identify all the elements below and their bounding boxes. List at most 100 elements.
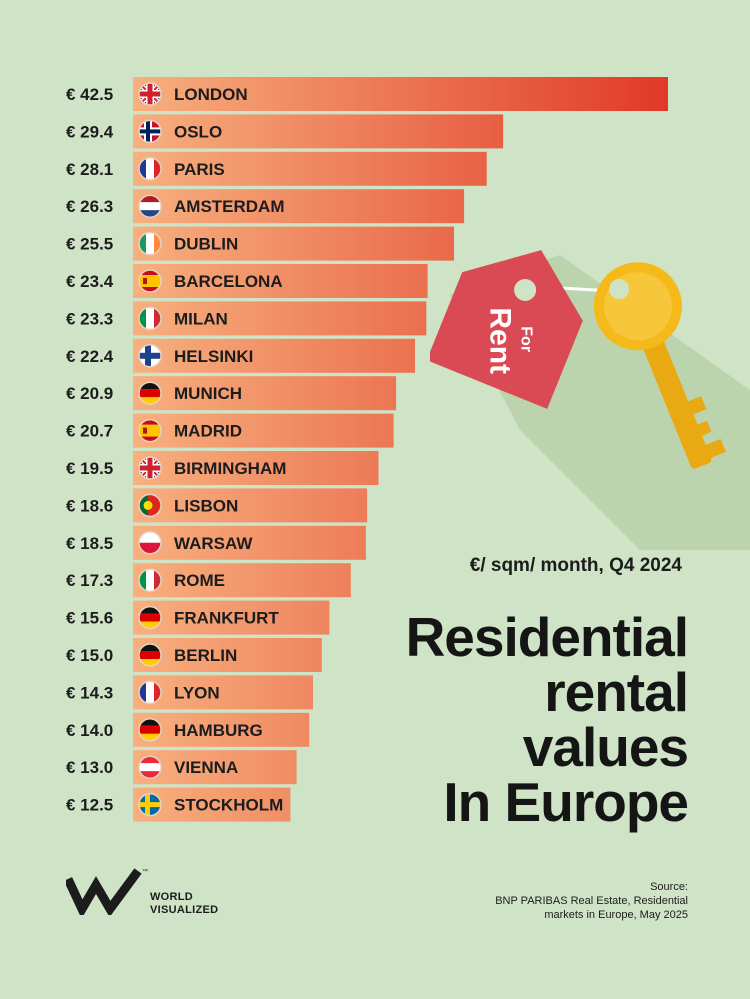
value-label-vienna: € 13.0 (66, 758, 113, 777)
chart-subtitle: €/ sqm/ month, Q4 2024 (469, 555, 682, 576)
italy-flag-icon (138, 568, 162, 592)
value-label-barcelona: € 23.4 (66, 272, 114, 291)
city-label-hamburg: HAMBURG (174, 721, 263, 740)
poland-flag-icon (138, 531, 162, 555)
city-label-warsaw: WARSAW (174, 534, 253, 553)
bar-row-warsaw: € 18.5 WARSAW (66, 525, 366, 560)
france-flag-icon (138, 157, 162, 181)
spain-flag-icon (138, 269, 162, 293)
austria-flag-icon (138, 755, 162, 779)
bar-dublin (133, 226, 454, 261)
bar-birmingham (133, 451, 379, 485)
key-icon (559, 262, 726, 469)
germany-flag-icon (138, 605, 162, 630)
city-label-oslo: OSLO (174, 122, 222, 141)
bar-helsinki (133, 338, 415, 373)
value-label-madrid: € 20.7 (66, 422, 113, 441)
city-label-amsterdam: AMSTERDAM (174, 197, 285, 216)
bar-madrid (133, 413, 394, 448)
house-tag-icon: For Rent (430, 250, 583, 409)
bar-row-milan: € 23.3 MILAN (66, 301, 427, 336)
germany-flag-icon (138, 643, 162, 667)
city-label-rome: ROME (174, 571, 225, 590)
title-line-3: values (522, 716, 689, 778)
value-label-rome: € 17.3 (66, 571, 113, 590)
city-label-dublin: DUBLIN (174, 235, 238, 254)
tag-text-for: For (517, 326, 534, 352)
title-line-1: Residential (405, 606, 689, 668)
city-label-birmingham: BIRMINGHAM (174, 459, 286, 478)
bar-lyon (133, 675, 313, 710)
italy-flag-icon (138, 306, 162, 331)
uk-flag-icon (138, 82, 162, 106)
source-note: Source: BNP PARIBAS Real Estate, Residen… (495, 880, 688, 922)
ireland-flag-icon (138, 231, 162, 256)
city-label-lisbon: LISBON (174, 496, 238, 515)
portugal-flag-icon (138, 493, 162, 518)
france-flag-icon (138, 680, 162, 705)
norway-flag-icon (138, 119, 162, 144)
bar-rome (133, 563, 351, 598)
value-label-warsaw: € 18.5 (66, 534, 113, 553)
city-label-stockholm: STOCKHOLM (174, 796, 283, 815)
bar-row-oslo: € 29.4 OSLO (66, 114, 504, 149)
value-label-hamburg: € 14.0 (66, 721, 113, 740)
bar-london (133, 77, 668, 111)
city-label-lyon: LYON (174, 683, 220, 702)
germany-flag-icon (138, 381, 162, 405)
source-label: Source: (650, 881, 688, 893)
city-label-london: LONDON (174, 85, 248, 104)
logo-wordmark: WORLD VISUALIZED (150, 891, 218, 917)
city-label-madrid: MADRID (174, 422, 242, 441)
value-label-frankfurt: € 15.6 (66, 609, 113, 628)
value-label-berlin: € 15.0 (66, 646, 113, 665)
tag-text-rent: Rent (484, 307, 517, 374)
germany-flag-icon (138, 718, 162, 742)
world-visualized-logo: ™ WORLD VISUALIZED (63, 865, 226, 919)
city-label-munich: MUNICH (174, 384, 242, 403)
value-label-helsinki: € 22.4 (66, 347, 114, 366)
logo-word-1: WORLD (150, 891, 194, 903)
value-label-birmingham: € 19.5 (66, 459, 113, 478)
bar-warsaw (133, 525, 366, 560)
bar-paris (133, 151, 487, 186)
finland-flag-icon (138, 344, 162, 368)
bar-lisbon (133, 488, 368, 523)
bar-row-vienna: € 13.0 VIENNA (66, 750, 297, 785)
bar-row-dublin: € 25.5 DUBLIN (66, 226, 454, 261)
bar-row-munich: € 20.9 MUNICH (66, 376, 397, 411)
city-label-frankfurt: FRANKFURT (174, 609, 279, 628)
bar-row-lisbon: € 18.6 LISBON (66, 488, 368, 523)
bar-row-stockholm: € 12.5 STOCKHOLM (66, 787, 291, 822)
value-label-lisbon: € 18.6 (66, 496, 113, 515)
value-label-milan: € 23.3 (66, 309, 113, 328)
bar-row-barcelona: € 23.4 BARCELONA (66, 264, 428, 298)
bar-frankfurt (133, 600, 330, 635)
city-label-helsinki: HELSINKI (174, 347, 253, 366)
uk-flag-icon (138, 456, 162, 480)
bar-row-london: € 42.5 LONDON (66, 77, 668, 111)
bar-berlin (133, 638, 322, 672)
value-label-dublin: € 25.5 (66, 235, 113, 254)
bar-row-helsinki: € 22.4 HELSINKI (66, 338, 415, 373)
bar-amsterdam (133, 189, 465, 224)
bar-row-hamburg: € 14.0 HAMBURG (66, 712, 310, 747)
wv-logo-icon: ™ (63, 868, 148, 919)
bar-row-lyon: € 14.3 LYON (66, 675, 313, 710)
title-line-4: In Europe (443, 771, 689, 833)
logo-tm: ™ (142, 868, 148, 875)
title-line-2: rental (544, 661, 689, 723)
value-label-oslo: € 29.4 (66, 122, 114, 141)
city-label-barcelona: BARCELONA (174, 272, 283, 291)
bar-oslo (133, 114, 504, 149)
value-label-amsterdam: € 26.3 (66, 197, 113, 216)
city-label-milan: MILAN (174, 309, 228, 328)
logo-word-2: VISUALIZED (150, 904, 219, 916)
bar-row-rome: € 17.3 ROME (66, 563, 351, 598)
city-label-paris: PARIS (174, 160, 225, 179)
bar-row-birmingham: € 19.5 BIRMINGHAM (66, 451, 379, 485)
sweden-flag-icon (138, 792, 162, 817)
bar-hamburg (133, 712, 310, 747)
bar-row-madrid: € 20.7 MADRID (66, 413, 394, 448)
